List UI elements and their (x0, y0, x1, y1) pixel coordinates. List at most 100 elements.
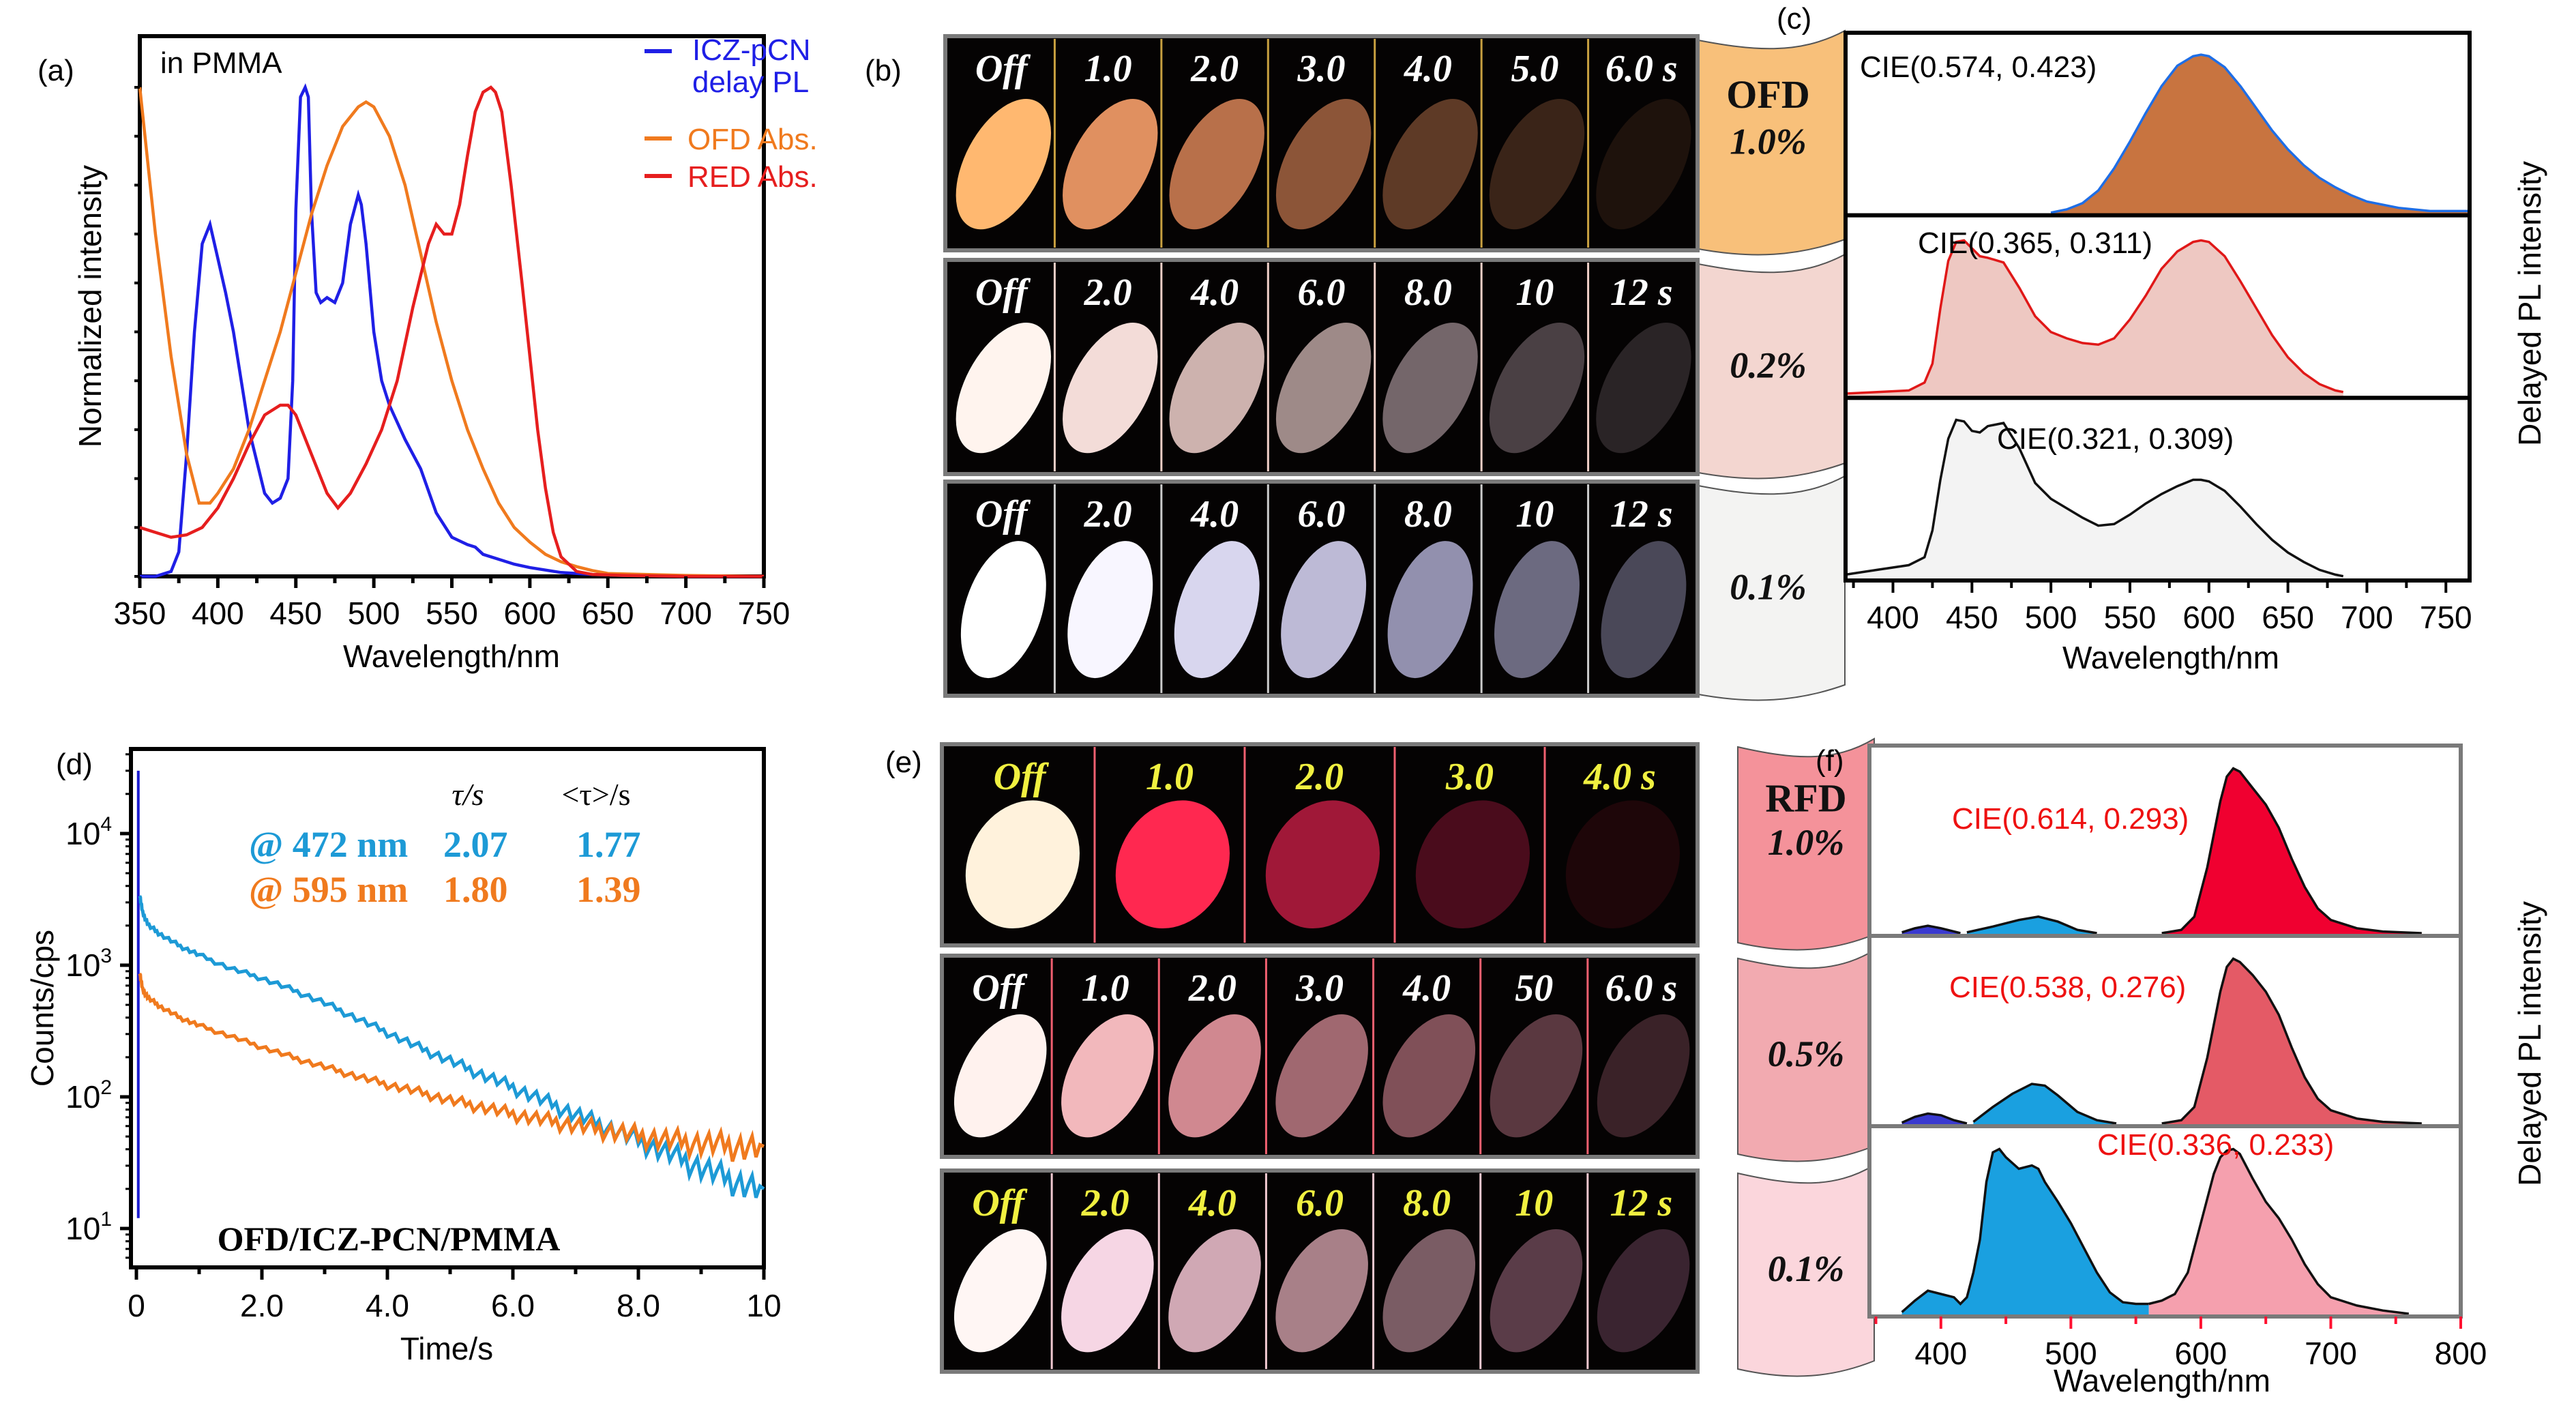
photo-cell: Off (945, 1173, 1052, 1369)
phosphor-sample-glow (1387, 541, 1473, 679)
phosphor-sample-glow (1382, 323, 1478, 454)
time-label: 10 (1515, 493, 1554, 535)
x-tick-label: 400 (1867, 600, 1919, 635)
y-axis-title: Normalized intensity (72, 165, 108, 447)
y-tick-label: 101 (65, 1208, 112, 1246)
photo-cell: Off (948, 484, 1055, 693)
dye-name-label: OFD (1726, 72, 1809, 117)
series-line-1 (138, 87, 765, 578)
subplot-0: CIE(0.614, 0.293) (1867, 744, 2463, 948)
legend-label: OFD Abs. (687, 123, 818, 156)
phosphor-sample-glow (1169, 323, 1264, 454)
phosphor-sample-glow (1494, 541, 1580, 679)
spectrum-line-1 (1972, 1083, 2117, 1125)
time-label: Off (994, 756, 1050, 798)
time-label: Off (972, 1182, 1028, 1224)
photo-cell: 12 s (1586, 1173, 1695, 1369)
time-label: 8.0 (1403, 1182, 1451, 1224)
spectrum-area-2 (2161, 958, 2422, 1126)
series-line-0 (140, 83, 764, 578)
phosphor-sample-glow (1597, 1014, 1690, 1138)
photo-cell: Off (945, 747, 1095, 943)
photo-cell: 8.0 (1374, 263, 1482, 471)
x-tick-label: 750 (738, 595, 790, 631)
decay-curve-0 (138, 895, 765, 1198)
phosphor-sample-glow (1601, 541, 1687, 679)
photo-cell: 1.0 (1050, 958, 1159, 1154)
concentration-label: 0.2% (1730, 344, 1806, 385)
phosphor-sample-glow (956, 323, 1052, 454)
time-label: 8.0 (1404, 271, 1452, 314)
y-axis-title: Delayed PL intensity (2512, 901, 2547, 1186)
x-tick-label: 550 (426, 595, 478, 631)
spectrum-line-0 (1845, 418, 2344, 578)
concentration-label: 1.0% (1768, 822, 1844, 863)
x-axis-title: Time/s (400, 1331, 493, 1366)
x-tick-label: 450 (1946, 600, 1998, 635)
x-tick-label: 600 (504, 595, 557, 631)
photo-cell: 2.0 (1157, 958, 1267, 1154)
row-tau-value: 1.80 (443, 869, 508, 910)
phosphor-sample-glow (1115, 800, 1230, 929)
table-header-avg-tau: <τ>/s (561, 777, 630, 812)
concentration-label: 0.1% (1730, 566, 1806, 607)
cie-annotation: CIE(0.538, 0.276) (1949, 971, 2186, 1004)
phosphor-sample-glow (1490, 1014, 1583, 1138)
phosphor-sample-glow (1596, 323, 1691, 454)
panel-c-delayed-pl-chart: (c) CIE(0.574, 0.423) CIE(0.365, 0.311) CI… (1777, 2, 2547, 675)
y-tick-label: 104 (65, 813, 112, 851)
annotation-in-pmma: in PMMA (160, 46, 282, 80)
photo-cell: 6.0 (1264, 1173, 1374, 1369)
phosphor-sample-glow (1596, 99, 1691, 230)
concentration-label: 1.0% (1730, 121, 1806, 162)
time-label: 2.0 (1081, 1182, 1129, 1224)
spectrum-area-0 (1846, 420, 2343, 580)
panel-label-f: (f) (1816, 744, 1844, 778)
photo-cell: 4.0 (1160, 263, 1269, 471)
phosphor-sample-glow (1382, 1229, 1476, 1353)
photo-cell: 2.0 (1160, 39, 1269, 248)
concentration-band (1691, 475, 1846, 701)
row-avg-tau-value: 1.77 (576, 824, 641, 865)
subplot-background (1869, 746, 2461, 936)
photo-cell: 12 s (1587, 484, 1695, 693)
time-label: 6.0 s (1605, 967, 1678, 1010)
x-tick-label: 0 (128, 1288, 145, 1323)
x-tick-label: 6.0 (491, 1288, 535, 1323)
time-label: 4.0 (1190, 493, 1239, 535)
cie-annotation: CIE(0.336, 0.233) (2097, 1128, 2334, 1162)
x-axis-ticks: 350 400 450 500 550 600 650 700 750 (114, 86, 790, 631)
spectrum-area-1 (1973, 1084, 2116, 1126)
photo-cell: 12 s (1587, 263, 1695, 471)
time-label: 6.0 s (1605, 48, 1678, 90)
x-tick-label: 650 (582, 595, 634, 631)
phosphor-sample-glow (1489, 99, 1585, 230)
y-axis-title: Counts/cps (25, 930, 60, 1087)
phosphor-sample-glow (1382, 99, 1478, 230)
subplot-0: CIE(0.574, 0.423) (1844, 31, 2472, 228)
subplot-background (1869, 1126, 2461, 1317)
y-tick-label: 102 (65, 1076, 112, 1115)
x-tick-label: 700 (660, 595, 712, 631)
phosphor-sample-glow (1597, 1229, 1690, 1353)
panel-label-e: (e) (885, 746, 922, 779)
panel-label-d: (d) (56, 748, 93, 781)
row-wavelength-label: @ 595 nm (249, 869, 408, 910)
legend-label: ICZ-pCN (692, 33, 811, 67)
time-label: 1.0 (1082, 967, 1129, 1010)
plot-frame (138, 34, 766, 578)
time-label: 6.0 (1298, 493, 1346, 535)
dye-name-label: RFD (1765, 776, 1846, 821)
time-label: Off (975, 271, 1031, 314)
spectrum-line-0 (1845, 239, 2344, 395)
panel-label-c: (c) (1777, 2, 1811, 35)
x-tick-label: 500 (348, 595, 400, 631)
time-label: 6.0 (1298, 271, 1346, 314)
subplot-frame (1867, 1124, 2463, 1319)
photo-cell: 5.0 (1480, 39, 1588, 248)
spectrum-line-0 (1901, 1112, 1968, 1125)
time-label: 12 s (1610, 493, 1673, 535)
y-axis-title: Delayed PL intensity (2512, 161, 2547, 446)
